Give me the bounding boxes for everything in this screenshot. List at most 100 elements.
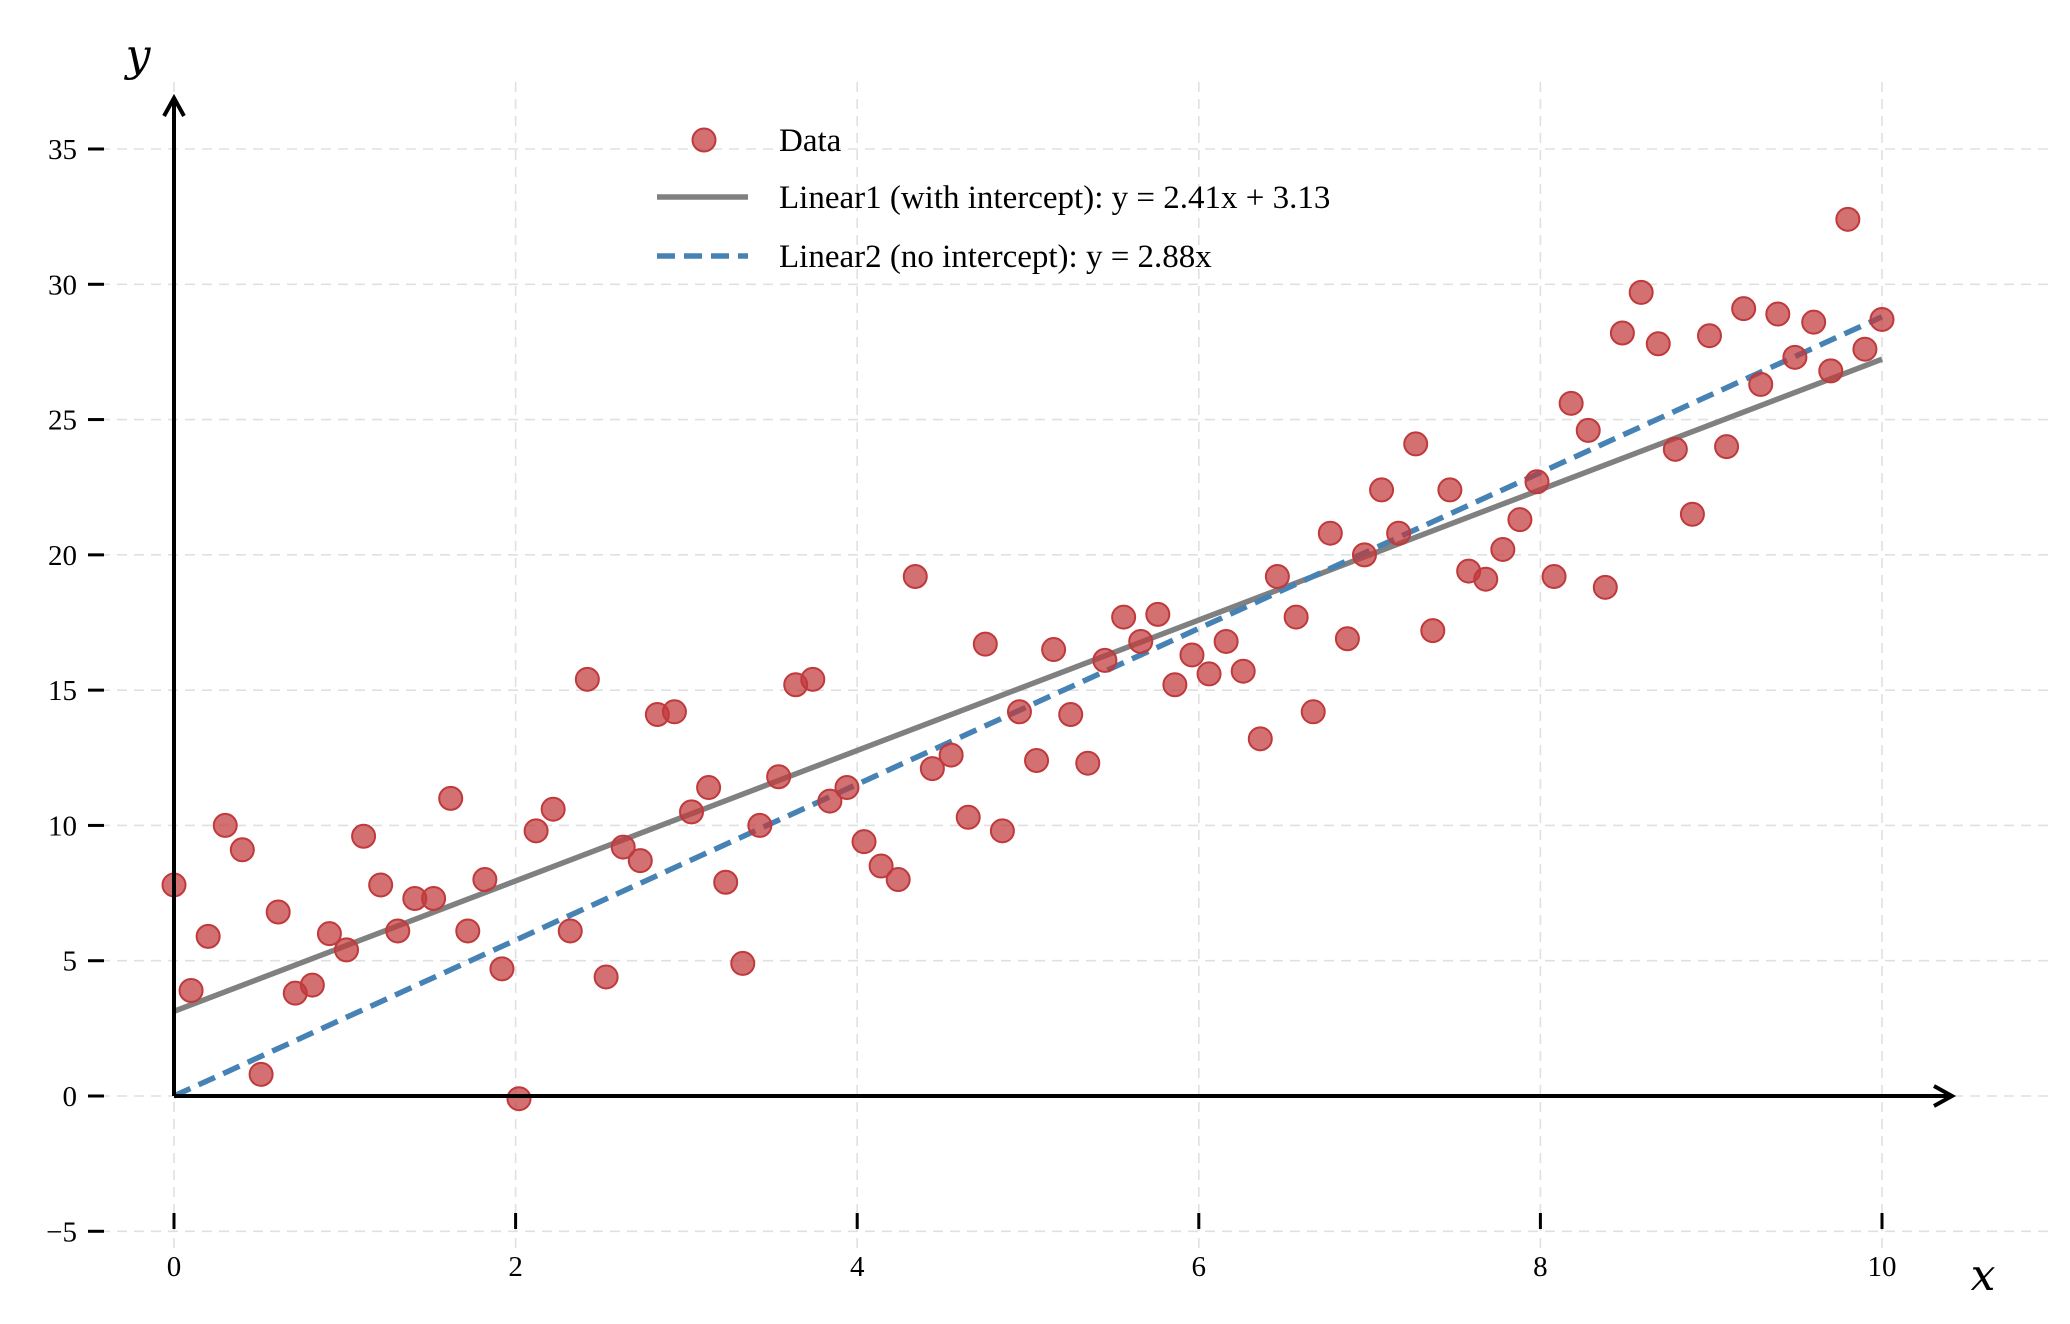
x-tick-label: 2 bbox=[508, 1251, 523, 1283]
data-point bbox=[851, 829, 877, 855]
data-point bbox=[574, 666, 600, 692]
data-point bbox=[1369, 477, 1395, 503]
data-point bbox=[972, 631, 998, 657]
x-tick-label: 8 bbox=[1533, 1251, 1548, 1283]
data-point bbox=[1473, 566, 1499, 592]
data-point bbox=[1782, 344, 1808, 370]
data-point bbox=[1247, 726, 1273, 752]
data-point bbox=[902, 564, 928, 590]
data-point bbox=[1835, 206, 1861, 232]
data-point bbox=[1490, 536, 1516, 562]
data-point bbox=[265, 899, 291, 925]
data-point bbox=[540, 796, 566, 822]
x-axis-arrow bbox=[1933, 1084, 1957, 1108]
data-point bbox=[1592, 574, 1618, 600]
y-tick-label: 15 bbox=[48, 675, 77, 707]
data-point bbox=[1264, 564, 1290, 590]
data-point bbox=[1437, 477, 1463, 503]
data-point bbox=[817, 788, 843, 814]
data-point bbox=[1334, 626, 1360, 652]
data-point bbox=[1765, 301, 1791, 327]
data-point bbox=[1213, 628, 1239, 654]
y-tick-label: 20 bbox=[48, 540, 77, 572]
data-point bbox=[385, 918, 411, 944]
data-point bbox=[1818, 358, 1844, 384]
data-point bbox=[1731, 296, 1757, 322]
data-point bbox=[1058, 701, 1084, 727]
fit-line-linear2 bbox=[172, 314, 1884, 1099]
data-point bbox=[679, 799, 705, 825]
data-point bbox=[1541, 564, 1567, 590]
data-point bbox=[938, 742, 964, 768]
data-point bbox=[1869, 306, 1895, 332]
data-point bbox=[351, 823, 377, 849]
data-point bbox=[506, 1086, 532, 1112]
data-point bbox=[1558, 390, 1584, 416]
data-point bbox=[713, 869, 739, 895]
data-point bbox=[1283, 604, 1309, 630]
ticks: 0 2 4 6 8 10 −5 0 5 10 15 20 25 30 35 bbox=[46, 134, 1896, 1283]
data-point bbox=[696, 775, 722, 801]
data-point bbox=[1386, 520, 1412, 546]
legend-label-linear1: Linear1 (with intercept): y = 2.41x + 3.… bbox=[779, 180, 1330, 216]
data-point bbox=[1179, 642, 1205, 668]
data-point bbox=[766, 764, 792, 790]
data-point bbox=[195, 923, 221, 949]
data-point bbox=[557, 918, 583, 944]
data-point bbox=[661, 699, 687, 725]
data-point bbox=[1609, 320, 1635, 346]
fit-lines bbox=[172, 314, 1884, 1099]
data-point bbox=[248, 1061, 274, 1087]
data-point bbox=[1524, 469, 1550, 495]
y-tick-label: 35 bbox=[48, 134, 77, 166]
data-point bbox=[1696, 323, 1722, 349]
data-point bbox=[1645, 331, 1671, 357]
data-point bbox=[1662, 436, 1688, 462]
data-point bbox=[368, 872, 394, 898]
grid bbox=[100, 82, 2052, 1248]
x-tick-label: 0 bbox=[167, 1251, 182, 1283]
data-point bbox=[1162, 672, 1188, 698]
data-point bbox=[1006, 699, 1032, 725]
data-point bbox=[438, 785, 464, 811]
data-point bbox=[455, 918, 481, 944]
axes bbox=[162, 93, 1957, 1108]
data-point bbox=[1801, 309, 1827, 335]
data-point bbox=[747, 812, 773, 838]
data-point bbox=[1679, 501, 1705, 527]
data-point bbox=[1092, 647, 1118, 673]
data-point bbox=[472, 867, 498, 893]
data-point bbox=[299, 972, 325, 998]
data-point bbox=[1230, 658, 1256, 684]
x-tick-label: 4 bbox=[850, 1251, 865, 1283]
y-tick-label: 30 bbox=[48, 269, 77, 301]
data-point bbox=[1317, 520, 1343, 546]
data-point bbox=[1196, 661, 1222, 687]
x-tick-label: 6 bbox=[1192, 1251, 1207, 1283]
data-point bbox=[885, 867, 911, 893]
data-point bbox=[1145, 601, 1171, 627]
data-point bbox=[800, 666, 826, 692]
data-point bbox=[212, 812, 238, 838]
legend-marker-data bbox=[691, 127, 717, 153]
data-point bbox=[627, 848, 653, 874]
data-point bbox=[523, 818, 549, 844]
data-point bbox=[1403, 431, 1429, 457]
data-point bbox=[1024, 747, 1050, 773]
x-tick-label: 10 bbox=[1868, 1251, 1897, 1283]
data-point bbox=[489, 956, 515, 982]
data-point bbox=[1111, 604, 1137, 630]
data-point bbox=[989, 818, 1015, 844]
y-tick-label: −5 bbox=[46, 1216, 77, 1248]
data-point bbox=[1714, 434, 1740, 460]
data-point bbox=[229, 837, 255, 863]
data-point bbox=[1420, 618, 1446, 644]
y-axis-title: y bbox=[124, 30, 152, 81]
data-point bbox=[730, 950, 756, 976]
data-point bbox=[1041, 637, 1067, 663]
data-point bbox=[1507, 507, 1533, 533]
data-point bbox=[868, 853, 894, 879]
data-point bbox=[919, 756, 945, 782]
legend: Data Linear1 (with intercept): y = 2.41x… bbox=[657, 123, 1330, 275]
